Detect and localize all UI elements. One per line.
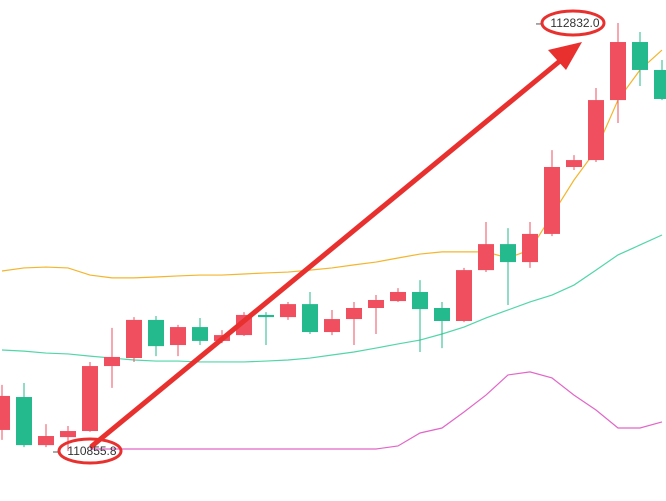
candle-body <box>632 42 648 70</box>
candle-body <box>500 244 516 263</box>
arrow-shaft <box>89 53 569 449</box>
candle-body <box>324 319 340 333</box>
candles <box>0 22 666 452</box>
candle-body <box>522 233 538 263</box>
indicator-line <box>1 234 663 363</box>
candle-body <box>0 395 10 430</box>
candle-body <box>566 160 582 167</box>
candle-body <box>148 319 164 347</box>
annotation-circle <box>57 437 123 465</box>
candle-body <box>456 270 472 322</box>
annotation-circle <box>540 9 606 37</box>
candle-body <box>478 244 494 271</box>
annotations: 112832.0 110855.8 <box>53 9 606 465</box>
annotation-label: 110855.8 <box>67 444 116 458</box>
indicator-line <box>90 371 663 450</box>
candle-body <box>610 42 626 101</box>
candle-body <box>60 431 76 438</box>
annotation-label: 112832.0 <box>550 16 599 30</box>
arrow-head <box>548 42 582 70</box>
candle-body <box>588 100 604 161</box>
candle-body <box>16 397 32 446</box>
candle-body <box>302 304 318 333</box>
candle-body <box>126 319 142 359</box>
indicator-line <box>1 49 663 279</box>
candle-body <box>82 366 98 432</box>
candle-body <box>390 291 406 302</box>
candle-body <box>38 436 54 446</box>
candle-body <box>544 167 560 234</box>
candle-body <box>170 327 186 346</box>
candle-body <box>280 304 296 318</box>
candle-body <box>434 308 450 322</box>
candle-body <box>258 314 274 318</box>
candle-body <box>104 356 120 367</box>
candle-body <box>412 291 428 310</box>
candle-body <box>192 327 208 341</box>
candle-body <box>346 308 362 320</box>
candle-body <box>368 299 384 309</box>
candle-body <box>654 69 666 99</box>
